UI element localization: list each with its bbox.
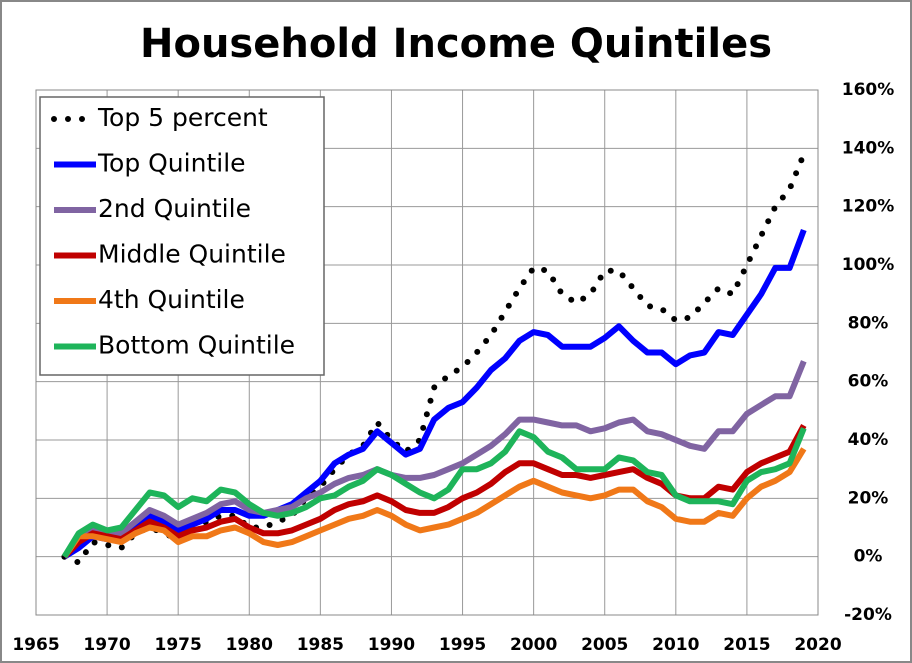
legend-label: Middle Quintile [98,240,286,269]
y-tick-label: 40% [848,430,889,450]
y-tick-label: 100% [842,255,895,275]
legend-box [39,96,325,376]
chart-title: Household Income Quintiles [140,21,772,67]
series-line [61,447,807,559]
x-tick-label: 1995 [439,635,486,655]
legend-label: 4th Quintile [98,285,245,314]
x-tick-label: 1975 [155,635,202,655]
legend-label: Top 5 percent [97,103,268,132]
plot-border [35,89,819,616]
grid: -20% 0% 20% 40% 60% 80% 100% 120% 140% 160% 1965 19… [12,80,894,655]
series-line [61,427,807,559]
x-tick-label: 1980 [226,635,273,655]
x-tick-label: 1985 [297,635,344,655]
y-tick-label: 80% [848,313,889,333]
y-tick-label: 60% [848,372,889,392]
y-tick-label: -20% [844,605,892,625]
y-tick-label: 140% [842,138,895,158]
y-tick-label: 120% [842,197,895,217]
x-tick-label: 2015 [723,635,770,655]
x-tick-label: 2000 [510,635,557,655]
x-tick-label: 2005 [581,635,628,655]
x-tick-label: 2020 [794,635,841,655]
y-tick-label: 20% [848,488,889,508]
legend-label: 2nd Quintile [98,194,251,223]
legend: Top 5 percent Top Quintile 2nd Quintile Mid… [39,96,325,376]
y-tick-label: 0% [854,547,883,567]
series-line [62,360,807,559]
x-tick-label: 1965 [12,635,59,655]
x-tick-label: 1990 [368,635,415,655]
lines [61,151,807,567]
x-tick-label: 2010 [652,635,699,655]
y-tick-label: 160% [842,80,895,100]
series-line [62,228,807,560]
x-tick-label: 1970 [83,635,130,655]
series-line [61,151,807,567]
legend-label: Bottom Quintile [98,331,295,360]
legend-label: Top Quintile [97,149,246,178]
